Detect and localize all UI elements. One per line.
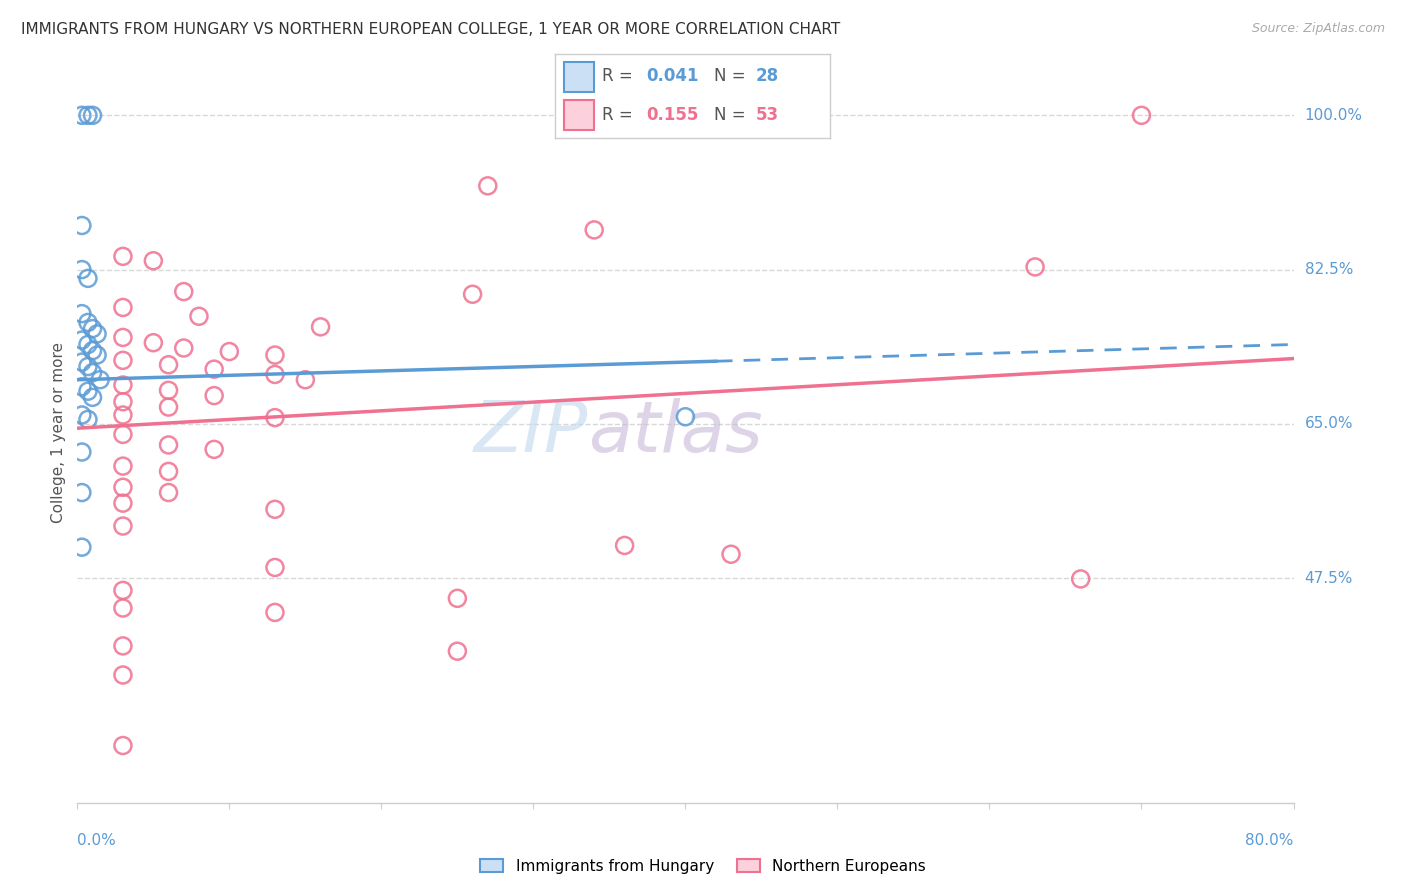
Point: [111, 353, 134, 368]
Point: [77, 337, 100, 351]
Point: [89, 373, 111, 387]
Point: [82, 108, 104, 122]
Point: [157, 485, 180, 500]
Text: 80.0%: 80.0%: [1246, 833, 1294, 848]
Point: [86, 326, 108, 341]
Point: [142, 253, 165, 268]
Point: [264, 348, 287, 362]
Point: [264, 368, 287, 382]
Point: [111, 427, 134, 442]
Text: IMMIGRANTS FROM HUNGARY VS NORTHERN EUROPEAN COLLEGE, 1 YEAR OR MORE CORRELATION: IMMIGRANTS FROM HUNGARY VS NORTHERN EURO…: [21, 22, 841, 37]
Point: [82, 390, 104, 404]
Point: [583, 223, 606, 237]
Point: [77, 108, 100, 122]
Point: [82, 321, 104, 335]
Point: [77, 412, 100, 426]
Legend: Immigrants from Hungary, Northern Europeans: Immigrants from Hungary, Northern Europe…: [474, 853, 932, 880]
Text: 53: 53: [755, 105, 779, 123]
Point: [111, 601, 134, 615]
Point: [82, 366, 104, 380]
Text: 28: 28: [755, 68, 779, 86]
Point: [111, 639, 134, 653]
Text: R =: R =: [602, 105, 638, 123]
Point: [70, 540, 93, 554]
Point: [111, 330, 134, 344]
Text: 82.5%: 82.5%: [1305, 262, 1353, 277]
Point: [77, 359, 100, 374]
Point: [82, 343, 104, 358]
Text: 0.155: 0.155: [645, 105, 699, 123]
Text: Source: ZipAtlas.com: Source: ZipAtlas.com: [1251, 22, 1385, 36]
Point: [77, 315, 100, 329]
Point: [613, 538, 636, 552]
Point: [111, 519, 134, 533]
Point: [142, 335, 165, 350]
Point: [264, 502, 287, 516]
Point: [477, 178, 499, 193]
Point: [111, 378, 134, 392]
Point: [70, 485, 93, 500]
Point: [446, 644, 468, 658]
Point: [70, 219, 93, 233]
Point: [675, 409, 697, 424]
Text: 0.041: 0.041: [645, 68, 699, 86]
Point: [157, 438, 180, 452]
Point: [1130, 108, 1153, 122]
Point: [77, 384, 100, 399]
Text: 0.0%: 0.0%: [77, 833, 117, 848]
Point: [70, 408, 93, 422]
Point: [111, 480, 134, 494]
Point: [111, 583, 134, 598]
Text: ZIP: ZIP: [474, 398, 588, 467]
Point: [446, 591, 468, 606]
Point: [70, 333, 93, 347]
Point: [294, 373, 316, 387]
FancyBboxPatch shape: [564, 100, 593, 130]
Point: [157, 400, 180, 414]
Point: [309, 319, 332, 334]
FancyBboxPatch shape: [564, 62, 593, 92]
Point: [202, 389, 225, 403]
Point: [157, 464, 180, 478]
Point: [70, 108, 93, 122]
Text: 65.0%: 65.0%: [1305, 417, 1353, 432]
Point: [111, 301, 134, 315]
Point: [111, 668, 134, 682]
Point: [461, 287, 484, 301]
Text: R =: R =: [602, 68, 638, 86]
Point: [70, 380, 93, 394]
Point: [70, 445, 93, 459]
Point: [111, 496, 134, 510]
Point: [157, 384, 180, 398]
Text: 47.5%: 47.5%: [1305, 571, 1353, 585]
Point: [70, 262, 93, 277]
Text: N =: N =: [714, 68, 751, 86]
Point: [1070, 572, 1092, 586]
Text: 100.0%: 100.0%: [1305, 108, 1362, 123]
Point: [70, 355, 93, 369]
Point: [111, 408, 134, 422]
Point: [1024, 260, 1046, 274]
Point: [111, 249, 134, 263]
Text: atlas: atlas: [588, 398, 762, 467]
Point: [218, 344, 240, 359]
Point: [157, 358, 180, 372]
Point: [173, 285, 195, 299]
Point: [264, 410, 287, 425]
Point: [111, 459, 134, 474]
Point: [720, 547, 742, 561]
Text: N =: N =: [714, 105, 751, 123]
Point: [86, 348, 108, 362]
Point: [264, 560, 287, 574]
Point: [77, 271, 100, 285]
Point: [173, 341, 195, 355]
Point: [111, 394, 134, 409]
Y-axis label: College, 1 year or more: College, 1 year or more: [51, 343, 66, 523]
Point: [188, 310, 211, 324]
Point: [111, 739, 134, 753]
Point: [202, 442, 225, 457]
Point: [202, 362, 225, 376]
Point: [70, 307, 93, 321]
Point: [264, 606, 287, 620]
